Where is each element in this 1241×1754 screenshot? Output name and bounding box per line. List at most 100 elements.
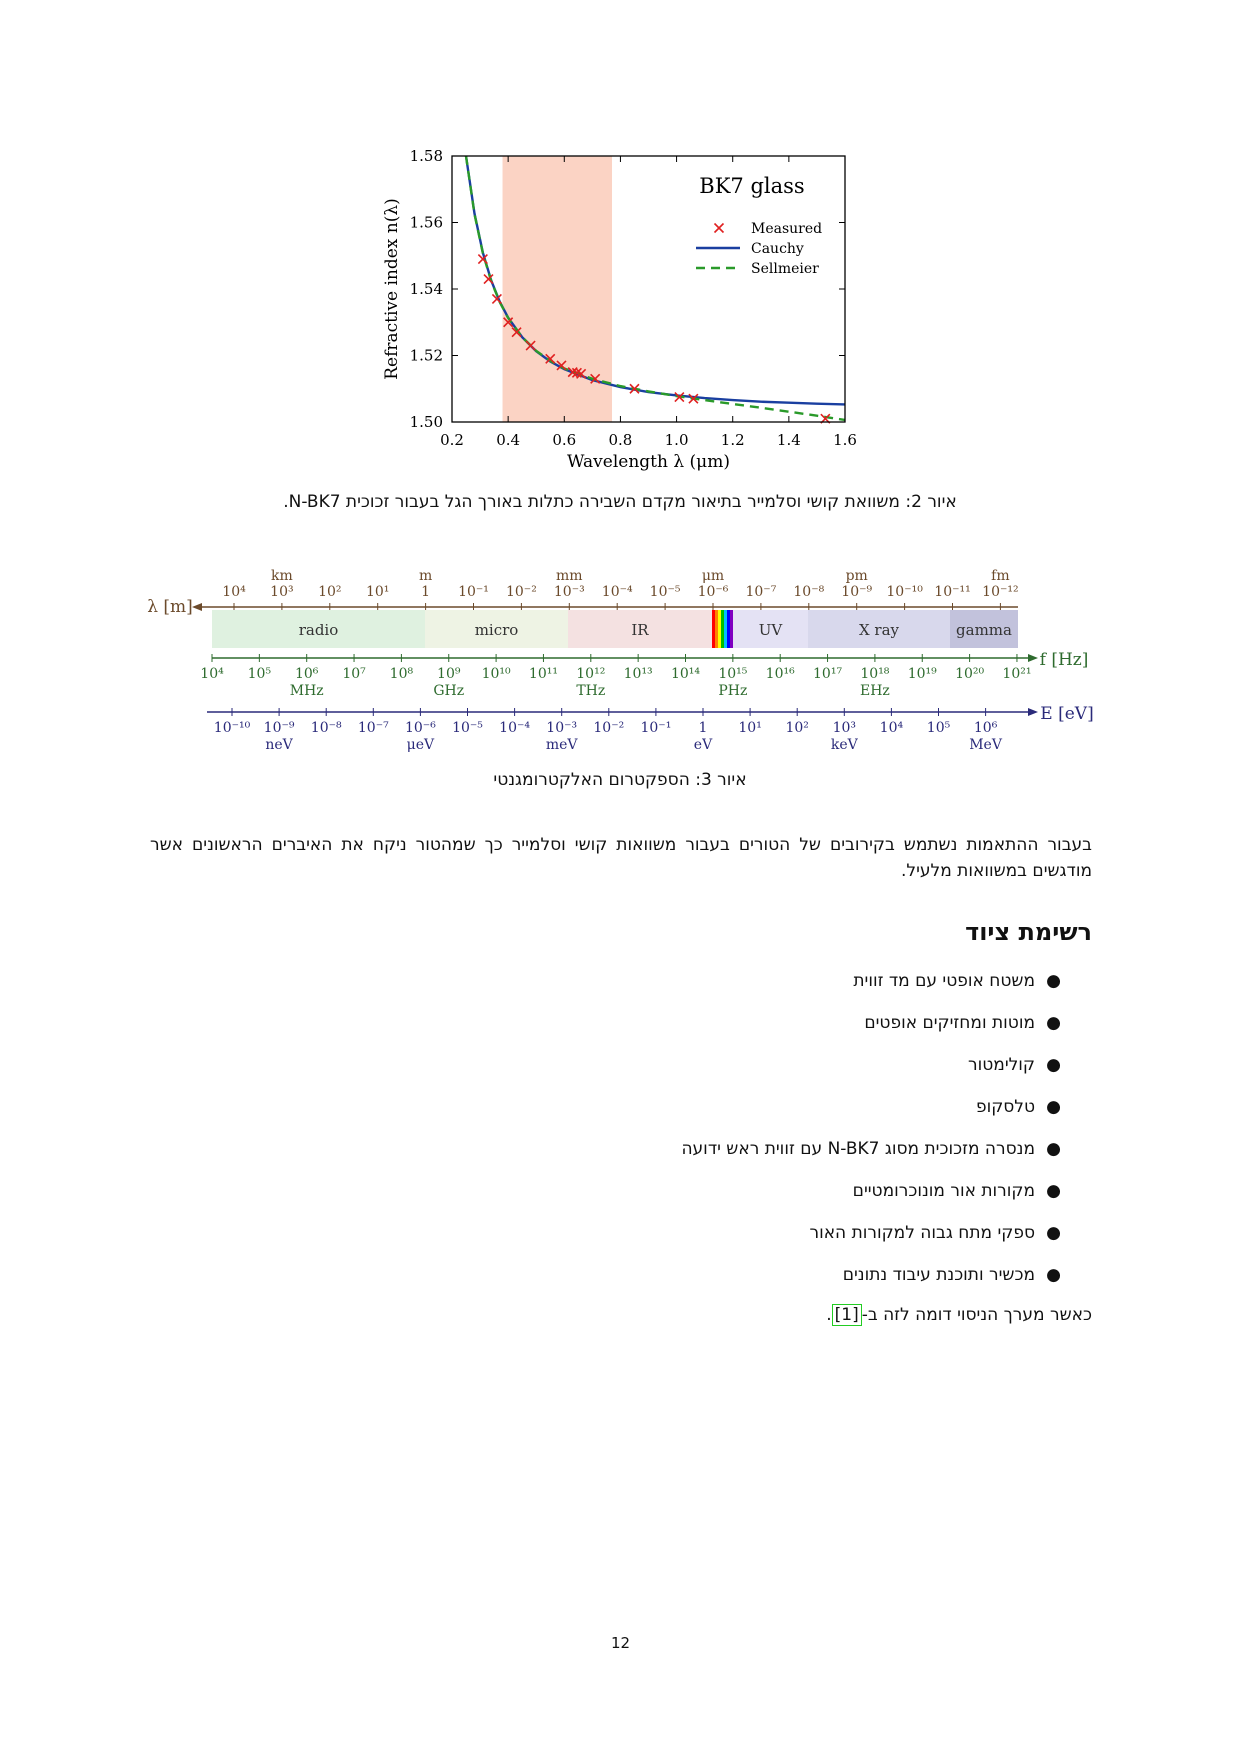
frequency-tick-label: 10¹⁶ <box>766 666 795 682</box>
energy-tick-label: 1 <box>699 720 708 736</box>
electromagnetic-spectrum-diagram: λ [m] 10⁴ 10³ 10² 10¹ 1 10⁻¹ 10⁻² 10⁻³ 10⁻⁴ 10⁻⁵ 10… <box>147 568 1094 753</box>
frequency-tick-label: 10¹¹ <box>529 666 558 682</box>
wavelength-tick-label: 10⁻² <box>506 584 537 600</box>
x-tick-label: 0.8 <box>608 431 632 449</box>
equipment-item: ● ספקי מתח גבוה למקורות האור <box>361 1212 1061 1254</box>
energy-tick-label: 10⁻¹⁰ <box>214 720 251 736</box>
band-label: radio <box>299 621 339 639</box>
frequency-tick-label: 10⁹ <box>437 666 461 682</box>
data-point-measured <box>503 317 514 328</box>
equipment-item-label: מוטות ומחזיקים אופטים <box>864 1013 1035 1033</box>
visible-spectrum-strip <box>727 610 730 648</box>
wavelength-tick-label: 10⁻³ <box>554 584 585 600</box>
data-point-measured <box>590 373 601 384</box>
wavelength-tick-label: 10⁻¹⁰ <box>886 584 923 600</box>
data-point-measured <box>511 327 522 338</box>
energy-tick-label: 10⁴ <box>880 720 904 736</box>
wavelength-tick-label: 10⁻⁸ <box>793 584 824 600</box>
y-tick-label: 1.54 <box>410 280 443 298</box>
y-tick-label: 1.58 <box>410 147 443 165</box>
energy-tick-label: 10⁻² <box>593 720 624 736</box>
frequency-tick-label: 10⁷ <box>342 666 366 682</box>
frequency-tick-label: 10⁸ <box>390 666 414 682</box>
closing-period: . <box>826 1305 832 1325</box>
equipment-item: ● מכשיר ותוכנת עיבוד נתונים <box>361 1254 1061 1296</box>
legend-label: Measured <box>751 221 822 237</box>
closing-sentence: כאשר מערך הניסוי דומה לזה ב-[1]. <box>392 1302 1092 1328</box>
frequency-tick-label: 10¹² <box>576 666 605 682</box>
equipment-item: ● מקורות אור מונוכרומטיים <box>361 1170 1061 1212</box>
equipment-heading: רשימת ציוד <box>965 918 1092 946</box>
band-label: micro <box>475 621 519 639</box>
energy-tick-label: 10⁻⁸ <box>311 720 342 736</box>
x-tick-label: 0.4 <box>496 431 520 449</box>
frequency-tick-label: 10¹⁷ <box>813 666 842 682</box>
energy-unit-label: MeV <box>969 737 1003 753</box>
energy-unit-label: eV <box>694 737 713 753</box>
wavelength-unit-label: km <box>271 568 293 584</box>
band-label: X ray <box>859 621 900 639</box>
frequency-tick-label: 10¹⁰ <box>482 666 511 682</box>
wavelength-tick-label: 10¹ <box>366 584 389 600</box>
wavelength-tick-label: 10⁻⁵ <box>650 584 681 600</box>
bullet-icon: ● <box>1046 1265 1061 1285</box>
frequency-tick-label: 10¹³ <box>624 666 653 682</box>
data-point-measured <box>688 393 699 404</box>
energy-tick-label: 10⁻⁶ <box>405 720 436 736</box>
band-label: UV <box>759 621 784 639</box>
band-micro <box>425 610 568 648</box>
visible-spectrum-strip <box>730 610 733 648</box>
data-point-measured <box>556 360 567 371</box>
bullet-icon: ● <box>1046 1139 1061 1159</box>
bullet-icon: ● <box>1046 971 1061 991</box>
equipment-list: ● משטח אופטי עם מד זווית ● מוטות ומחזיקים א… <box>361 960 1061 1296</box>
equipment-item-label: מקורות אור מונוכרומטיים <box>852 1181 1035 1201</box>
band-radio <box>212 610 425 648</box>
wavelength-tick-label: 10⁻⁶ <box>698 584 729 600</box>
energy-tick-label: 10⁻⁷ <box>358 720 389 736</box>
frequency-unit-label: THz <box>576 683 605 699</box>
legend-label: Sellmeier <box>751 261 819 277</box>
wavelength-tick-label: 10⁻¹ <box>458 584 489 600</box>
bullet-icon: ● <box>1046 1013 1061 1033</box>
frequency-unit-label: PHz <box>718 683 747 699</box>
equipment-item: ● מנסרה מזכוכית מסוג N-BK7 עם זווית ראש י… <box>361 1128 1061 1170</box>
energy-unit-label: meV <box>546 737 579 753</box>
frequency-tick-label: 10¹⁸ <box>860 666 889 682</box>
visible-spectrum-strip <box>712 610 715 648</box>
fit-paragraph: בעבור ההתאמות נשתמש בקירובים של הטורים ב… <box>150 835 1092 881</box>
x-tick-label: 0.2 <box>440 431 464 449</box>
chart-title: BK7 glass <box>699 174 804 198</box>
equipment-item-label: משטח אופטי עם מד זווית <box>853 971 1035 991</box>
visible-spectrum-strip <box>721 610 724 648</box>
data-point-measured <box>491 293 502 305</box>
equipment-item-label: טלסקופ <box>975 1097 1035 1117</box>
wavelength-arrow-icon <box>192 603 202 611</box>
energy-axis-label: E [eV] <box>1040 704 1093 724</box>
energy-arrow-icon <box>1028 708 1038 716</box>
y-tick-label: 1.56 <box>410 214 443 232</box>
wavelength-unit-label: pm <box>846 568 868 584</box>
energy-tick-label: 10⁻³ <box>546 720 577 736</box>
citation-link[interactable]: [1] <box>831 1304 862 1326</box>
bullet-icon: ● <box>1046 1223 1061 1243</box>
x-tick-label: 1.2 <box>721 431 745 449</box>
visible-spectrum-strip <box>724 610 727 648</box>
frequency-tick-label: 10²¹ <box>1002 666 1031 682</box>
frequency-tick-label: 10⁴ <box>200 666 224 682</box>
band-label: IR <box>631 621 649 639</box>
figure-2-caption: איור 2: משוואת קושי וסלמייר בתיאור מקדם … <box>283 492 957 512</box>
energy-tick-label: 10⁵ <box>927 720 951 736</box>
wavelength-unit-label: fm <box>991 568 1009 584</box>
x-tick-label: 1.0 <box>665 431 689 449</box>
closing-text: כאשר מערך הניסוי דומה לזה ב- <box>861 1305 1092 1325</box>
data-point-measured <box>629 383 640 394</box>
equipment-item: ● מוטות ומחזיקים אופטים <box>361 1002 1061 1044</box>
y-axis-label: Refractive index n(λ) <box>382 198 402 380</box>
frequency-tick-label: 10¹⁵ <box>718 666 747 682</box>
equipment-item: ● טלסקופ <box>361 1086 1061 1128</box>
energy-tick-label: 10⁻⁹ <box>264 720 295 736</box>
data-point-measured <box>674 391 685 403</box>
wavelength-unit-label: m <box>419 568 432 584</box>
equipment-item: ● קולימטור <box>361 1044 1061 1086</box>
